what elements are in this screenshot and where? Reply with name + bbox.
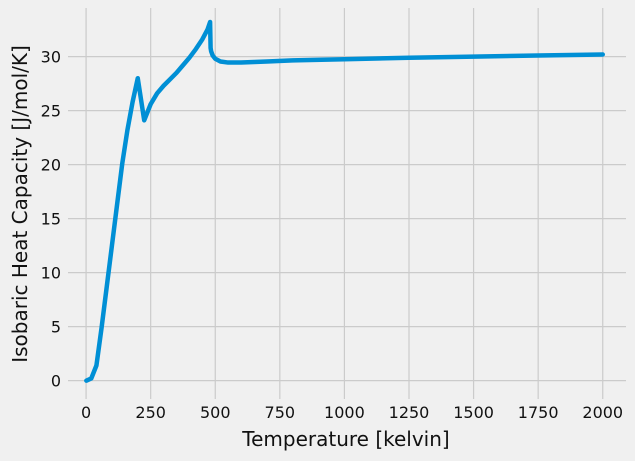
y-tick-label: 5 <box>51 318 61 337</box>
x-axis-label: Temperature [kelvin] <box>241 427 449 451</box>
tick-labels: 0 250 500 750 1000 1250 1500 1750 2000 0 5 10 15 20 25… <box>41 48 623 422</box>
y-tick-label: 0 <box>51 372 61 391</box>
series-line <box>84 19 605 383</box>
x-tick-label: 1500 <box>453 403 494 422</box>
x-tick-label: 500 <box>200 403 231 422</box>
y-tick-label: 10 <box>41 264 61 283</box>
x-tick-label: 250 <box>135 403 166 422</box>
grid <box>68 8 626 399</box>
x-tick-label: 750 <box>265 403 296 422</box>
x-tick-label: 0 <box>81 403 91 422</box>
x-tick-label: 1750 <box>518 403 559 422</box>
y-tick-label: 20 <box>41 156 61 175</box>
x-tick-label: 1250 <box>389 403 430 422</box>
x-tick-label: 2000 <box>582 403 623 422</box>
y-axis-label: Isobaric Heat Capacity [J/mol/K] <box>8 45 32 363</box>
y-tick-label: 15 <box>41 210 61 229</box>
x-tick-label: 1000 <box>324 403 365 422</box>
y-tick-label: 30 <box>41 48 61 67</box>
y-tick-label: 25 <box>41 102 61 121</box>
